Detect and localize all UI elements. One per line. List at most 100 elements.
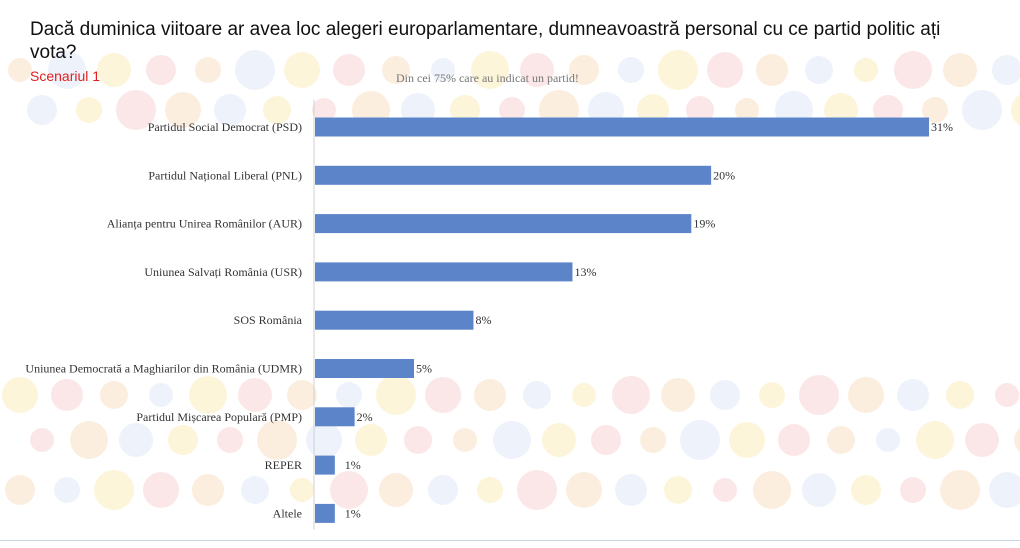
background-dot [165, 92, 201, 128]
background-dot [753, 471, 791, 509]
background-dot [851, 475, 881, 505]
background-dot [943, 53, 977, 87]
background-dot [778, 424, 810, 456]
background-dot [799, 375, 839, 415]
background-dot [756, 54, 788, 86]
background-dot [76, 97, 102, 123]
chart-note: Din cei 75% care au indicat un partid! [396, 71, 579, 85]
background-dot [70, 421, 108, 459]
bar [315, 165, 712, 185]
background-dot [735, 98, 759, 122]
background-dot [27, 95, 57, 125]
background-dot [355, 424, 387, 456]
category-label: Altele [273, 506, 302, 520]
background-dot [707, 52, 743, 88]
background-dot [680, 420, 720, 460]
bar [315, 117, 929, 137]
value-label: 20% [713, 168, 735, 182]
background-dot [946, 381, 974, 409]
value-label: 5% [416, 362, 432, 376]
category-label: Partidul Național Liberal (PNL) [148, 168, 302, 182]
background-dot [149, 383, 173, 407]
bar [315, 455, 335, 475]
background-dot [615, 474, 647, 506]
background-dot [759, 382, 785, 408]
background-dot [566, 472, 602, 508]
background-dot [168, 425, 198, 455]
category-label: Alianța pentru Unirea Românilor (AUR) [107, 217, 302, 231]
background-dot [542, 423, 576, 457]
background-dot [805, 56, 833, 84]
category-label: Uniunea Salvați România (USR) [144, 265, 302, 279]
background-dot [119, 423, 153, 457]
background-dot [428, 475, 458, 505]
background-dot [379, 473, 413, 507]
background-dot [802, 473, 836, 507]
background-dot [992, 55, 1020, 85]
background-dot [612, 376, 650, 414]
background-dot [5, 475, 35, 505]
bar [315, 359, 415, 378]
category-label: Partidul Social Democrat (PSD) [148, 120, 302, 134]
background-dot [517, 470, 557, 510]
background-dot [900, 477, 926, 503]
background-dot [284, 52, 320, 88]
background-dot [376, 375, 416, 415]
background-dot [591, 425, 621, 455]
background-dot [477, 477, 503, 503]
background-dot [471, 51, 509, 89]
background-dot [965, 423, 999, 457]
background-dot [312, 98, 336, 122]
scenario-label: Scenariul 1 [30, 68, 101, 84]
background-dot [453, 428, 477, 452]
background-dot [214, 94, 246, 126]
background-dot [523, 381, 551, 409]
background-dot [995, 383, 1019, 407]
background-dot [827, 426, 855, 454]
background-dot [195, 57, 221, 83]
bar [315, 503, 335, 523]
background-dot [404, 426, 432, 454]
value-label: 2% [357, 410, 373, 424]
background-dot [8, 58, 32, 82]
background-dot [729, 422, 765, 458]
background-dot [48, 51, 86, 89]
background-dot [640, 427, 666, 453]
background-dot [922, 97, 948, 123]
background-dot [876, 428, 900, 452]
background-dot [146, 55, 176, 85]
value-label: 1% [345, 458, 361, 472]
category-label: Uniunea Democrată a Maghiarilor din Româ… [25, 362, 302, 376]
bar [315, 310, 474, 330]
background-dot [569, 55, 599, 85]
category-label: REPER [265, 458, 302, 472]
background-dot [333, 54, 365, 86]
background-dot [257, 420, 297, 460]
background-dot [94, 470, 134, 510]
background-dot [30, 428, 54, 452]
bar [315, 262, 573, 282]
background-dot [425, 377, 461, 413]
background-dot [664, 476, 692, 504]
bar-chart: Partidul Social Democrat (PSD) 31% Partidu… [25, 100, 953, 530]
category-label: SOS România [234, 313, 303, 327]
background-dot [241, 476, 269, 504]
footer-divider [0, 540, 1020, 541]
background-dot [916, 421, 954, 459]
background-dot [854, 58, 878, 82]
background-dot [382, 56, 410, 84]
background-dot [493, 421, 531, 459]
background-dot [238, 378, 272, 412]
background-dot [686, 96, 714, 124]
value-label: 19% [693, 217, 715, 231]
value-label: 31% [931, 120, 953, 134]
background-dot [290, 478, 314, 502]
bar [315, 214, 692, 234]
background-dot [848, 377, 884, 413]
background-dot [474, 379, 506, 411]
background-dot [661, 378, 695, 412]
background-dot [713, 478, 737, 502]
background-dot [54, 477, 80, 503]
background-dot [2, 377, 38, 413]
